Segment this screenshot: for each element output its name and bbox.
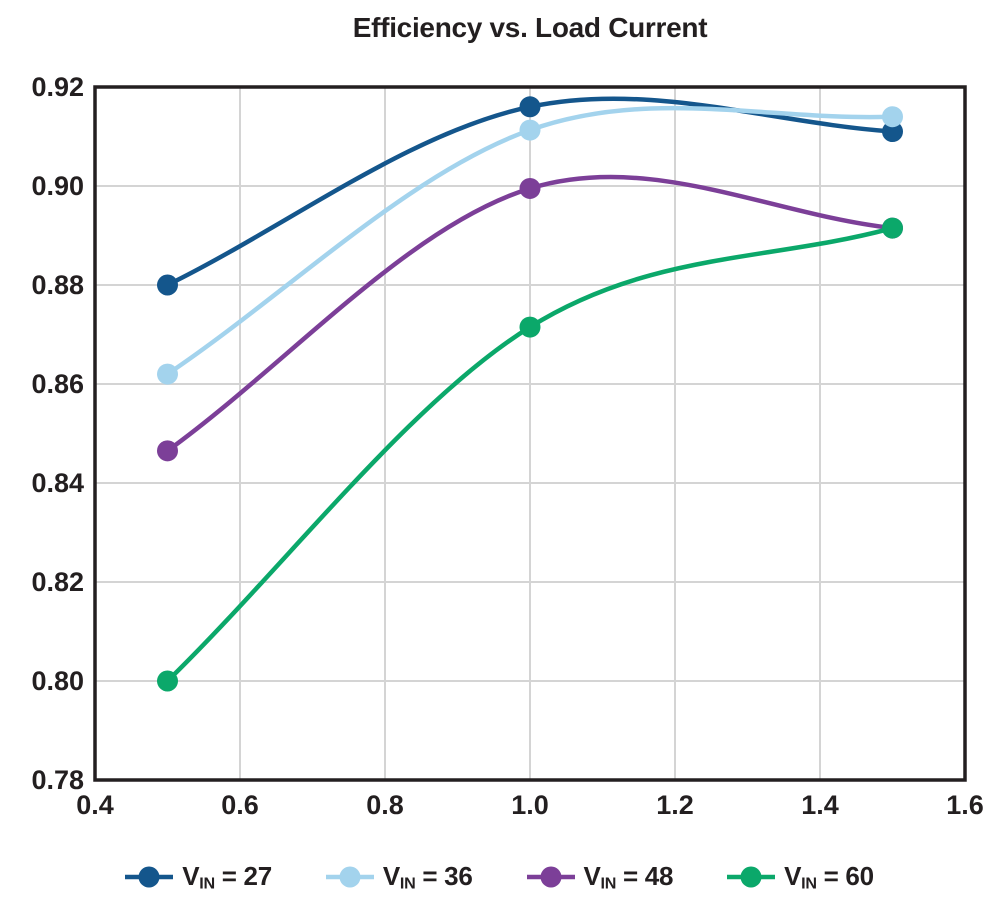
legend-item-vin-48: VIN = 48: [526, 860, 674, 894]
legend-label: VIN = 48: [583, 860, 674, 893]
data-point-marker: [519, 316, 541, 338]
data-point-marker: [157, 363, 178, 385]
data-point-marker: [519, 177, 541, 199]
legend-marker-icon: [727, 866, 776, 888]
legend-label: VIN = 36: [382, 860, 473, 893]
data-point-marker: [882, 106, 903, 128]
data-point-marker: [519, 96, 541, 118]
y-tick-label: 0.92: [31, 72, 84, 102]
legend-item-vin-27: VIN = 27: [125, 861, 272, 894]
y-tick-label: 0.80: [31, 666, 84, 696]
x-tick-label: 1.4: [801, 790, 839, 820]
y-tick-label: 0.86: [31, 369, 84, 399]
x-tick-label: 1.0: [511, 790, 549, 820]
data-point-marker: [157, 670, 178, 692]
legend-marker-icon: [125, 866, 174, 888]
legend-label: VIN = 27: [182, 860, 272, 893]
legend-marker-icon: [325, 866, 374, 888]
data-point-marker: [882, 121, 903, 143]
data-point-marker: [157, 274, 178, 296]
legend-item-vin-36: VIN = 36: [325, 860, 473, 894]
series-vin-60: [157, 217, 903, 692]
x-tick-label: 1.6: [946, 790, 984, 820]
data-point-marker: [882, 217, 903, 239]
y-tick-label: 0.78: [31, 765, 84, 795]
series-vin-36: [157, 105, 903, 385]
axes-border: [93, 85, 967, 782]
series-vin-27: [157, 96, 903, 296]
data-point-marker: [157, 440, 178, 462]
legend-item-vin-60: VIN = 60: [727, 861, 874, 894]
x-tick-label: 0.4: [76, 790, 114, 820]
chart-legend: VIN = 27 VIN = 36 VIN = 48 VIN = 60: [0, 854, 999, 900]
legend-label: VIN = 60: [784, 860, 874, 893]
y-tick-label: 0.88: [31, 270, 84, 300]
x-tick-label: 0.6: [221, 790, 259, 820]
y-tick-label: 0.82: [31, 567, 84, 597]
x-tick-label: 0.8: [366, 790, 404, 820]
legend-marker-icon: [526, 866, 575, 888]
x-tick-label: 1.2: [656, 790, 694, 820]
y-tick-label: 0.84: [31, 468, 84, 498]
data-point-marker: [519, 119, 541, 141]
plot-area: 0.4 0.6 0.8 1.0 1.2 1.4 1.6 0.78 0.80 0.82 0.84 0.8…: [31, 72, 984, 820]
chart-title: Efficiency vs. Load Current: [352, 12, 708, 43]
y-tick-label: 0.90: [31, 171, 84, 201]
